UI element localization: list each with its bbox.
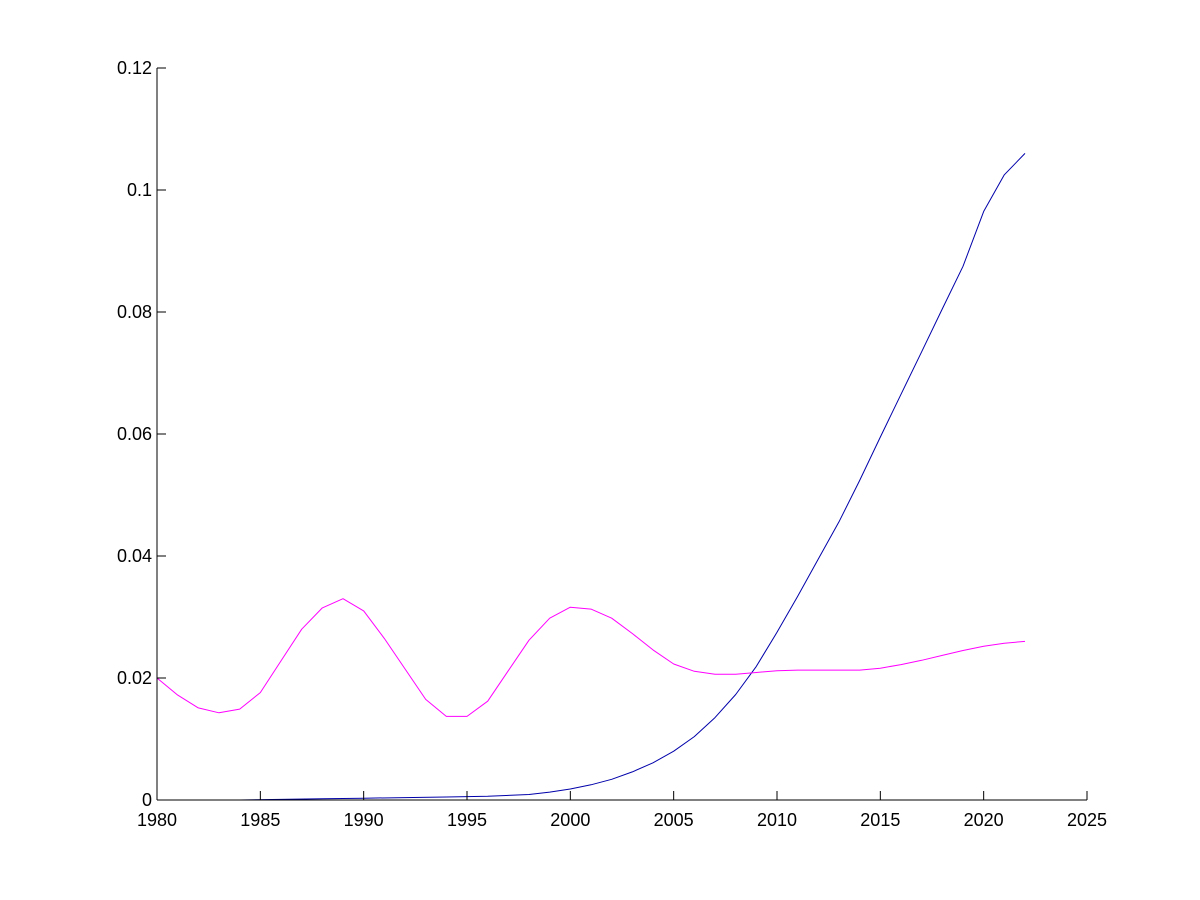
x-tick-label: 1980 xyxy=(137,810,177,830)
y-tick-label: 0.08 xyxy=(117,302,152,322)
x-tick-label: 1995 xyxy=(447,810,487,830)
x-tick-label: 2010 xyxy=(757,810,797,830)
y-tick-label: 0 xyxy=(142,790,152,810)
x-tick-label: 2025 xyxy=(1067,810,1107,830)
x-tick-label: 1990 xyxy=(344,810,384,830)
x-tick-label: 2015 xyxy=(860,810,900,830)
y-tick-label: 0.1 xyxy=(127,180,152,200)
axes-layer xyxy=(156,68,1087,801)
series-line-1 xyxy=(157,153,1026,801)
y-tick-label: 0.12 xyxy=(117,58,152,78)
x-tick-label: 2000 xyxy=(550,810,590,830)
y-tick-label: 0.04 xyxy=(117,546,152,566)
x-tick-label: 2020 xyxy=(964,810,1004,830)
x-tick-label: 1985 xyxy=(240,810,280,830)
ticks-layer: 1980 1985 1990 1995 2000 2005 2010 2015 2020 2025… xyxy=(117,58,1107,830)
y-tick-label: 0.06 xyxy=(117,424,152,444)
series-line-2 xyxy=(156,598,1026,717)
x-tick-label: 2005 xyxy=(654,810,694,830)
series-layer xyxy=(156,153,1026,801)
y-tick-label: 0.02 xyxy=(117,668,152,688)
